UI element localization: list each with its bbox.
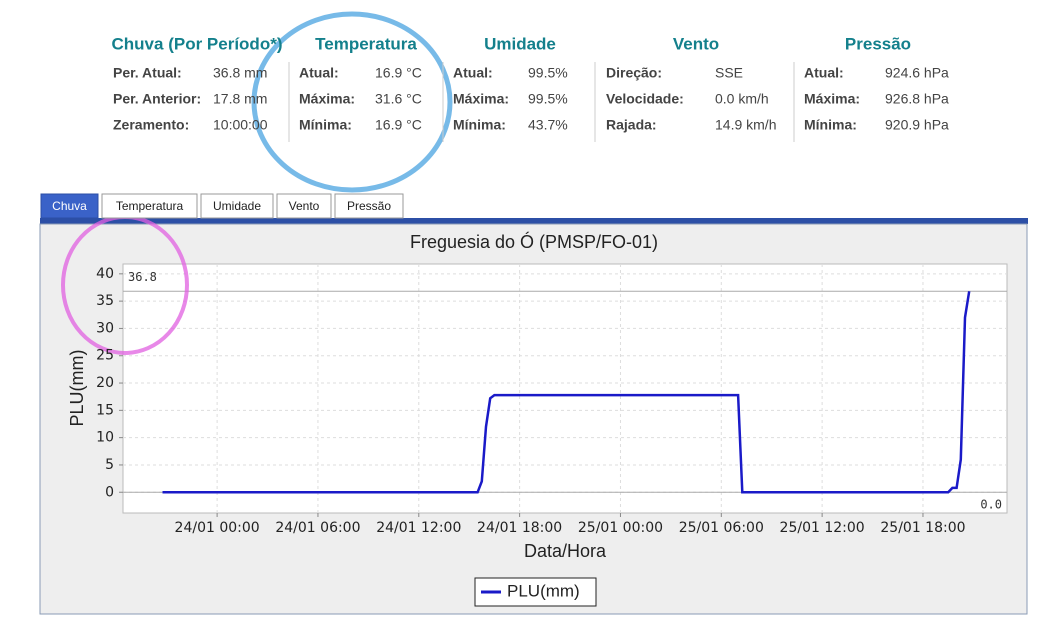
field-value: 926.8 hPa — [885, 91, 949, 107]
field-value: 0.0 km/h — [715, 91, 769, 107]
field-value: 920.9 hPa — [885, 117, 949, 133]
y-tick-label: 20 — [96, 375, 114, 391]
field-label: Máxima: — [804, 91, 860, 107]
field-value: 43.7% — [528, 117, 568, 133]
x-tick-label: 25/01 06:00 — [679, 520, 764, 536]
tab-label[interactable]: Vento — [289, 199, 320, 213]
y-tick-label: 5 — [105, 457, 114, 473]
tab-strip — [40, 218, 1028, 224]
y-tick-label: 40 — [96, 266, 114, 282]
y-tick-label: 10 — [96, 430, 114, 446]
panel-title: Pressão — [845, 34, 911, 53]
x-tick-label: 24/01 18:00 — [477, 520, 562, 536]
field-label: Mínima: — [804, 117, 857, 133]
tab-label[interactable]: Temperatura — [116, 199, 184, 213]
tab[interactable] — [276, 193, 332, 219]
x-tick-label: 24/01 06:00 — [275, 520, 360, 536]
field-label: Atual: — [299, 65, 339, 81]
field-value: 14.9 km/h — [715, 117, 776, 133]
tab[interactable] — [40, 193, 99, 219]
panel-title: Umidade — [484, 34, 556, 53]
data-line — [162, 291, 971, 494]
tab-label[interactable]: Pressão — [347, 199, 391, 213]
tab[interactable] — [101, 193, 198, 219]
field-value: 16.9 °C — [375, 117, 422, 133]
chart-title: Freguesia do Ó (PMSP/FO-01) — [410, 231, 658, 252]
field-label: Rajada: — [606, 117, 657, 133]
field-label: Máxima: — [453, 91, 509, 107]
field-label: Velocidade: — [606, 91, 684, 107]
field-label: Atual: — [804, 65, 844, 81]
x-tick-label: 24/01 00:00 — [175, 520, 260, 536]
field-value: 31.6 °C — [375, 91, 422, 107]
field-value: 99.5% — [528, 65, 568, 81]
reference-label: 36.8 — [128, 270, 157, 284]
y-tick-label: 25 — [96, 348, 114, 364]
legend-label: PLU(mm) — [507, 581, 580, 600]
field-value: 924.6 hPa — [885, 65, 949, 81]
y-axis-label: PLU(mm) — [67, 350, 87, 427]
hand-drawn-circle — [251, 11, 453, 193]
panel-title: Chuva (Por Período*) — [112, 34, 283, 53]
y-tick-label: 35 — [96, 293, 114, 309]
field-label: Per. Atual: — [113, 65, 182, 81]
tab-label[interactable]: Umidade — [213, 199, 261, 213]
x-tick-label: 25/01 12:00 — [780, 520, 865, 536]
field-label: Atual: — [453, 65, 493, 81]
panel-title: Temperatura — [315, 34, 417, 53]
x-tick-label: 25/01 18:00 — [880, 520, 965, 536]
field-value: 10:00:00 — [213, 117, 268, 133]
y-tick-label: 15 — [96, 402, 114, 418]
field-label: Mínima: — [453, 117, 506, 133]
field-label: Zeramento: — [113, 117, 189, 133]
field-value: 17.8 mm — [213, 91, 267, 107]
field-value: 36.8 mm — [213, 65, 267, 81]
field-label: Direção: — [606, 65, 662, 81]
x-tick-label: 24/01 12:00 — [376, 520, 461, 536]
plot-area — [122, 263, 1008, 514]
tab[interactable] — [334, 193, 404, 219]
panel-title: Vento — [673, 34, 719, 53]
field-label: Mínima: — [299, 117, 352, 133]
reference-label: 0.0 — [980, 498, 1002, 512]
y-tick-label: 0 — [105, 484, 114, 500]
field-value: 16.9 °C — [375, 65, 422, 81]
y-tick-label: 30 — [96, 320, 114, 336]
field-value: SSE — [715, 65, 743, 81]
field-value: 99.5% — [528, 91, 568, 107]
field-label: Per. Anterior: — [113, 91, 201, 107]
tab[interactable] — [200, 193, 274, 219]
field-label: Máxima: — [299, 91, 355, 107]
x-tick-label: 25/01 00:00 — [578, 520, 663, 536]
tab-label[interactable]: Chuva — [52, 199, 87, 213]
x-axis-label: Data/Hora — [524, 541, 607, 561]
